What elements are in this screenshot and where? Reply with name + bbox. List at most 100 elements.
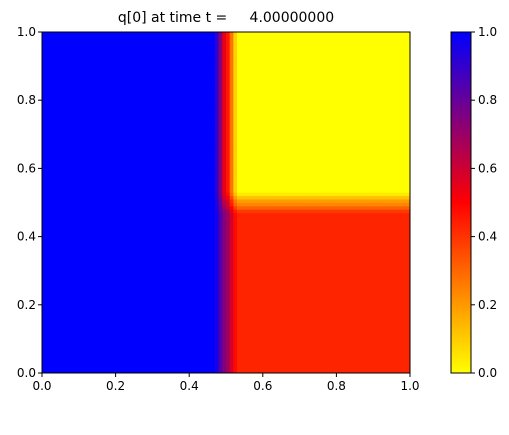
heatmap-cell — [406, 297, 411, 302]
heatmap-cell — [211, 342, 216, 347]
heatmap-cell — [126, 260, 131, 265]
heatmap-cell — [321, 308, 326, 313]
heatmap-cell — [60, 318, 65, 323]
heatmap-cell — [384, 253, 389, 258]
heatmap-cell — [281, 229, 286, 234]
heatmap-cell — [86, 369, 91, 374]
heatmap-cell — [119, 342, 124, 347]
heatmap-cell — [170, 315, 175, 319]
heatmap-cell — [259, 222, 264, 227]
heatmap-cell — [391, 260, 396, 265]
heatmap-cell — [181, 349, 186, 353]
heatmap-cell — [343, 321, 348, 326]
heatmap-cell — [310, 257, 315, 261]
heatmap-cell — [288, 209, 293, 214]
heatmap-cell — [141, 369, 146, 374]
heatmap-cell — [358, 325, 363, 330]
heatmap-cell — [211, 321, 216, 326]
heatmap-cell — [292, 291, 297, 295]
heatmap-cell — [340, 349, 345, 353]
heatmap-cell — [71, 369, 76, 374]
heatmap-cell — [181, 301, 186, 306]
heatmap-cell — [45, 205, 50, 210]
heatmap-cell — [332, 369, 337, 374]
heatmap-cell — [387, 325, 392, 330]
heatmap-cell — [122, 229, 128, 234]
heatmap-cell — [211, 318, 216, 323]
heatmap-cell — [218, 216, 223, 220]
heatmap-cell — [185, 226, 190, 231]
heatmap-cell — [376, 202, 381, 207]
heatmap-cell — [222, 277, 227, 282]
heatmap-cell — [343, 260, 348, 265]
heatmap-cell — [281, 325, 286, 330]
heatmap-cell — [67, 205, 72, 210]
heatmap-cell — [196, 226, 201, 231]
heatmap-cell — [303, 294, 308, 299]
heatmap-cell — [192, 284, 197, 289]
heatmap-cell — [354, 240, 359, 244]
heatmap-cell — [262, 315, 267, 319]
heatmap-cell — [78, 318, 83, 323]
heatmap-cell — [119, 263, 124, 268]
heatmap-cell — [262, 338, 267, 343]
heatmap-cell — [270, 325, 275, 330]
heatmap-cell — [395, 304, 400, 309]
heatmap-cell — [398, 243, 404, 248]
heatmap-cell — [192, 318, 197, 323]
heatmap-cell — [354, 284, 359, 289]
heatmap-cell — [200, 362, 205, 367]
heatmap-cell — [273, 243, 278, 248]
heatmap-cell — [233, 287, 238, 292]
heatmap-cell — [89, 315, 94, 319]
heatmap-cell — [281, 332, 286, 336]
heatmap-cell — [167, 280, 172, 285]
heatmap-cell — [189, 308, 194, 313]
heatmap-cell — [42, 229, 47, 234]
heatmap-cell — [306, 301, 312, 306]
heatmap-cell — [156, 219, 161, 224]
heatmap-cell — [321, 240, 326, 244]
heatmap-cell — [178, 277, 183, 282]
heatmap-cell — [189, 212, 194, 217]
heatmap-cell — [226, 246, 231, 251]
heatmap-cell — [211, 369, 216, 374]
heatmap-cell — [380, 236, 385, 241]
heatmap-cell — [115, 267, 120, 272]
heatmap-cell — [134, 328, 139, 333]
heatmap-cell — [270, 284, 275, 289]
heatmap-cell — [406, 260, 411, 265]
heatmap-cell — [45, 287, 50, 292]
heatmap-cell — [288, 233, 293, 237]
heatmap-cell — [369, 257, 374, 261]
heatmap-cell — [141, 321, 146, 326]
heatmap-cell — [303, 335, 308, 340]
heatmap-cell — [141, 243, 146, 248]
heatmap-cell — [284, 352, 289, 357]
heatmap-cell — [137, 205, 142, 210]
heatmap-cell — [384, 308, 389, 313]
heatmap-cell — [273, 270, 278, 275]
heatmap-cell — [108, 315, 113, 319]
heatmap-cell — [398, 240, 404, 244]
heatmap-cell — [310, 318, 315, 323]
heatmap-cell — [119, 270, 124, 275]
heatmap-cell — [391, 250, 396, 255]
heatmap-cell — [240, 240, 245, 244]
heatmap-cell — [284, 243, 289, 248]
heatmap-cell — [167, 260, 172, 265]
heatmap-cell — [402, 216, 407, 220]
heatmap-cell — [336, 236, 341, 241]
heatmap-cell — [288, 366, 293, 370]
heatmap-cell — [104, 359, 109, 364]
heatmap-cell — [86, 294, 91, 299]
heatmap-cell — [299, 308, 304, 313]
heatmap-cell — [115, 321, 120, 326]
heatmap-cell — [203, 222, 208, 227]
heatmap-cell — [203, 328, 208, 333]
heatmap-cell — [295, 287, 300, 292]
heatmap-cell — [281, 236, 286, 241]
heatmap-cell — [159, 243, 164, 248]
heatmap-cell — [42, 355, 47, 360]
heatmap-cell — [167, 366, 172, 370]
